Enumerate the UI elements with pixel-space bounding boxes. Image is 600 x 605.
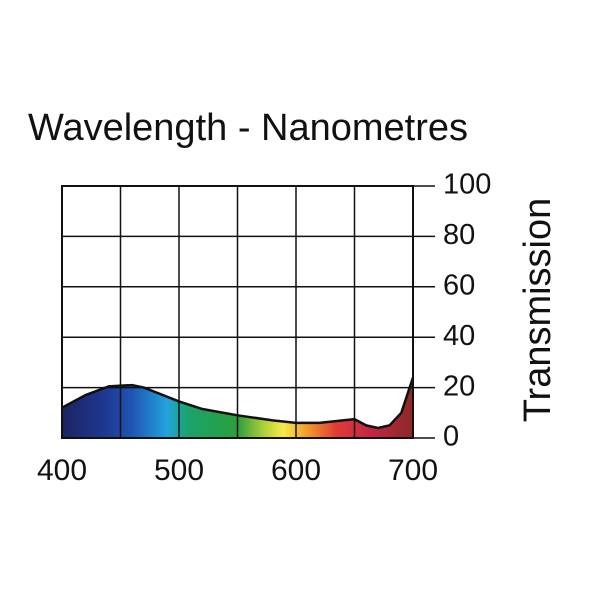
y-tick-label: 40: [443, 320, 475, 352]
y-axis-label: Transmission: [517, 198, 559, 423]
x-tick-label: 400: [37, 454, 87, 487]
y-tick-label: 100: [443, 169, 491, 201]
y-tick-label: 20: [443, 370, 475, 402]
x-tick-label: 600: [271, 454, 321, 487]
plot-frame: [61, 185, 414, 439]
x-tick-label: 500: [154, 454, 204, 487]
y-tick-label: 0: [443, 421, 459, 453]
y-tick-label: 60: [443, 269, 475, 301]
y-tick-label: 80: [443, 219, 475, 251]
x-tick-label: 700: [388, 454, 438, 487]
chart-title: Wavelength - Nanometres: [28, 107, 468, 149]
line: [61, 377, 415, 430]
